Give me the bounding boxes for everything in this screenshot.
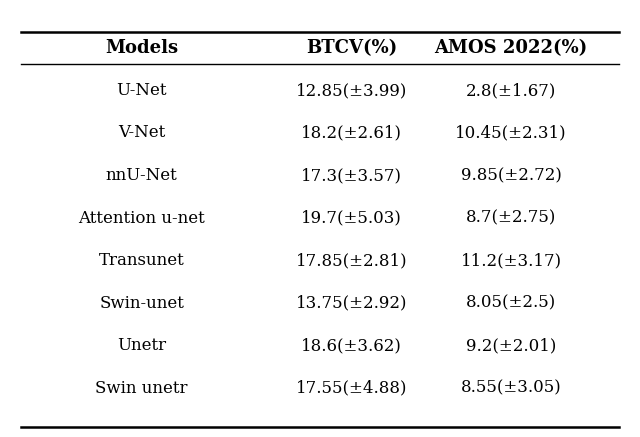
Text: Unetr: Unetr bbox=[117, 337, 166, 354]
Text: 8.55(±3.05): 8.55(±3.05) bbox=[461, 380, 561, 397]
Text: Swin unetr: Swin unetr bbox=[95, 380, 188, 397]
Text: 2.8(±1.67): 2.8(±1.67) bbox=[466, 82, 556, 99]
Text: V-Net: V-Net bbox=[118, 125, 165, 142]
Text: BTCV(%): BTCV(%) bbox=[306, 39, 397, 57]
Text: 17.3(±3.57): 17.3(±3.57) bbox=[301, 167, 403, 184]
Text: Models: Models bbox=[105, 39, 178, 57]
Text: 17.85(±2.81): 17.85(±2.81) bbox=[296, 252, 408, 269]
Text: 17.55(±4.88): 17.55(±4.88) bbox=[296, 380, 408, 397]
Text: 11.2(±3.17): 11.2(±3.17) bbox=[461, 252, 562, 269]
Text: 9.2(±2.01): 9.2(±2.01) bbox=[466, 337, 556, 354]
Text: 18.6(±3.62): 18.6(±3.62) bbox=[301, 337, 403, 354]
Text: 13.75(±2.92): 13.75(±2.92) bbox=[296, 295, 408, 312]
Text: 18.2(±2.61): 18.2(±2.61) bbox=[301, 125, 403, 142]
Text: 8.05(±2.5): 8.05(±2.5) bbox=[466, 295, 556, 312]
Text: Transunet: Transunet bbox=[99, 252, 184, 269]
Text: U-Net: U-Net bbox=[116, 82, 167, 99]
Text: Attention u-net: Attention u-net bbox=[78, 210, 205, 226]
Text: 19.7(±5.03): 19.7(±5.03) bbox=[301, 210, 403, 226]
Text: 8.7(±2.75): 8.7(±2.75) bbox=[466, 210, 556, 226]
Text: 10.45(±2.31): 10.45(±2.31) bbox=[455, 125, 567, 142]
Text: 12.85(±3.99): 12.85(±3.99) bbox=[296, 82, 408, 99]
Text: 9.85(±2.72): 9.85(±2.72) bbox=[461, 167, 562, 184]
Text: AMOS 2022(%): AMOS 2022(%) bbox=[435, 39, 588, 57]
Text: Swin-unet: Swin-unet bbox=[99, 295, 184, 312]
Text: nnU-Net: nnU-Net bbox=[106, 167, 177, 184]
